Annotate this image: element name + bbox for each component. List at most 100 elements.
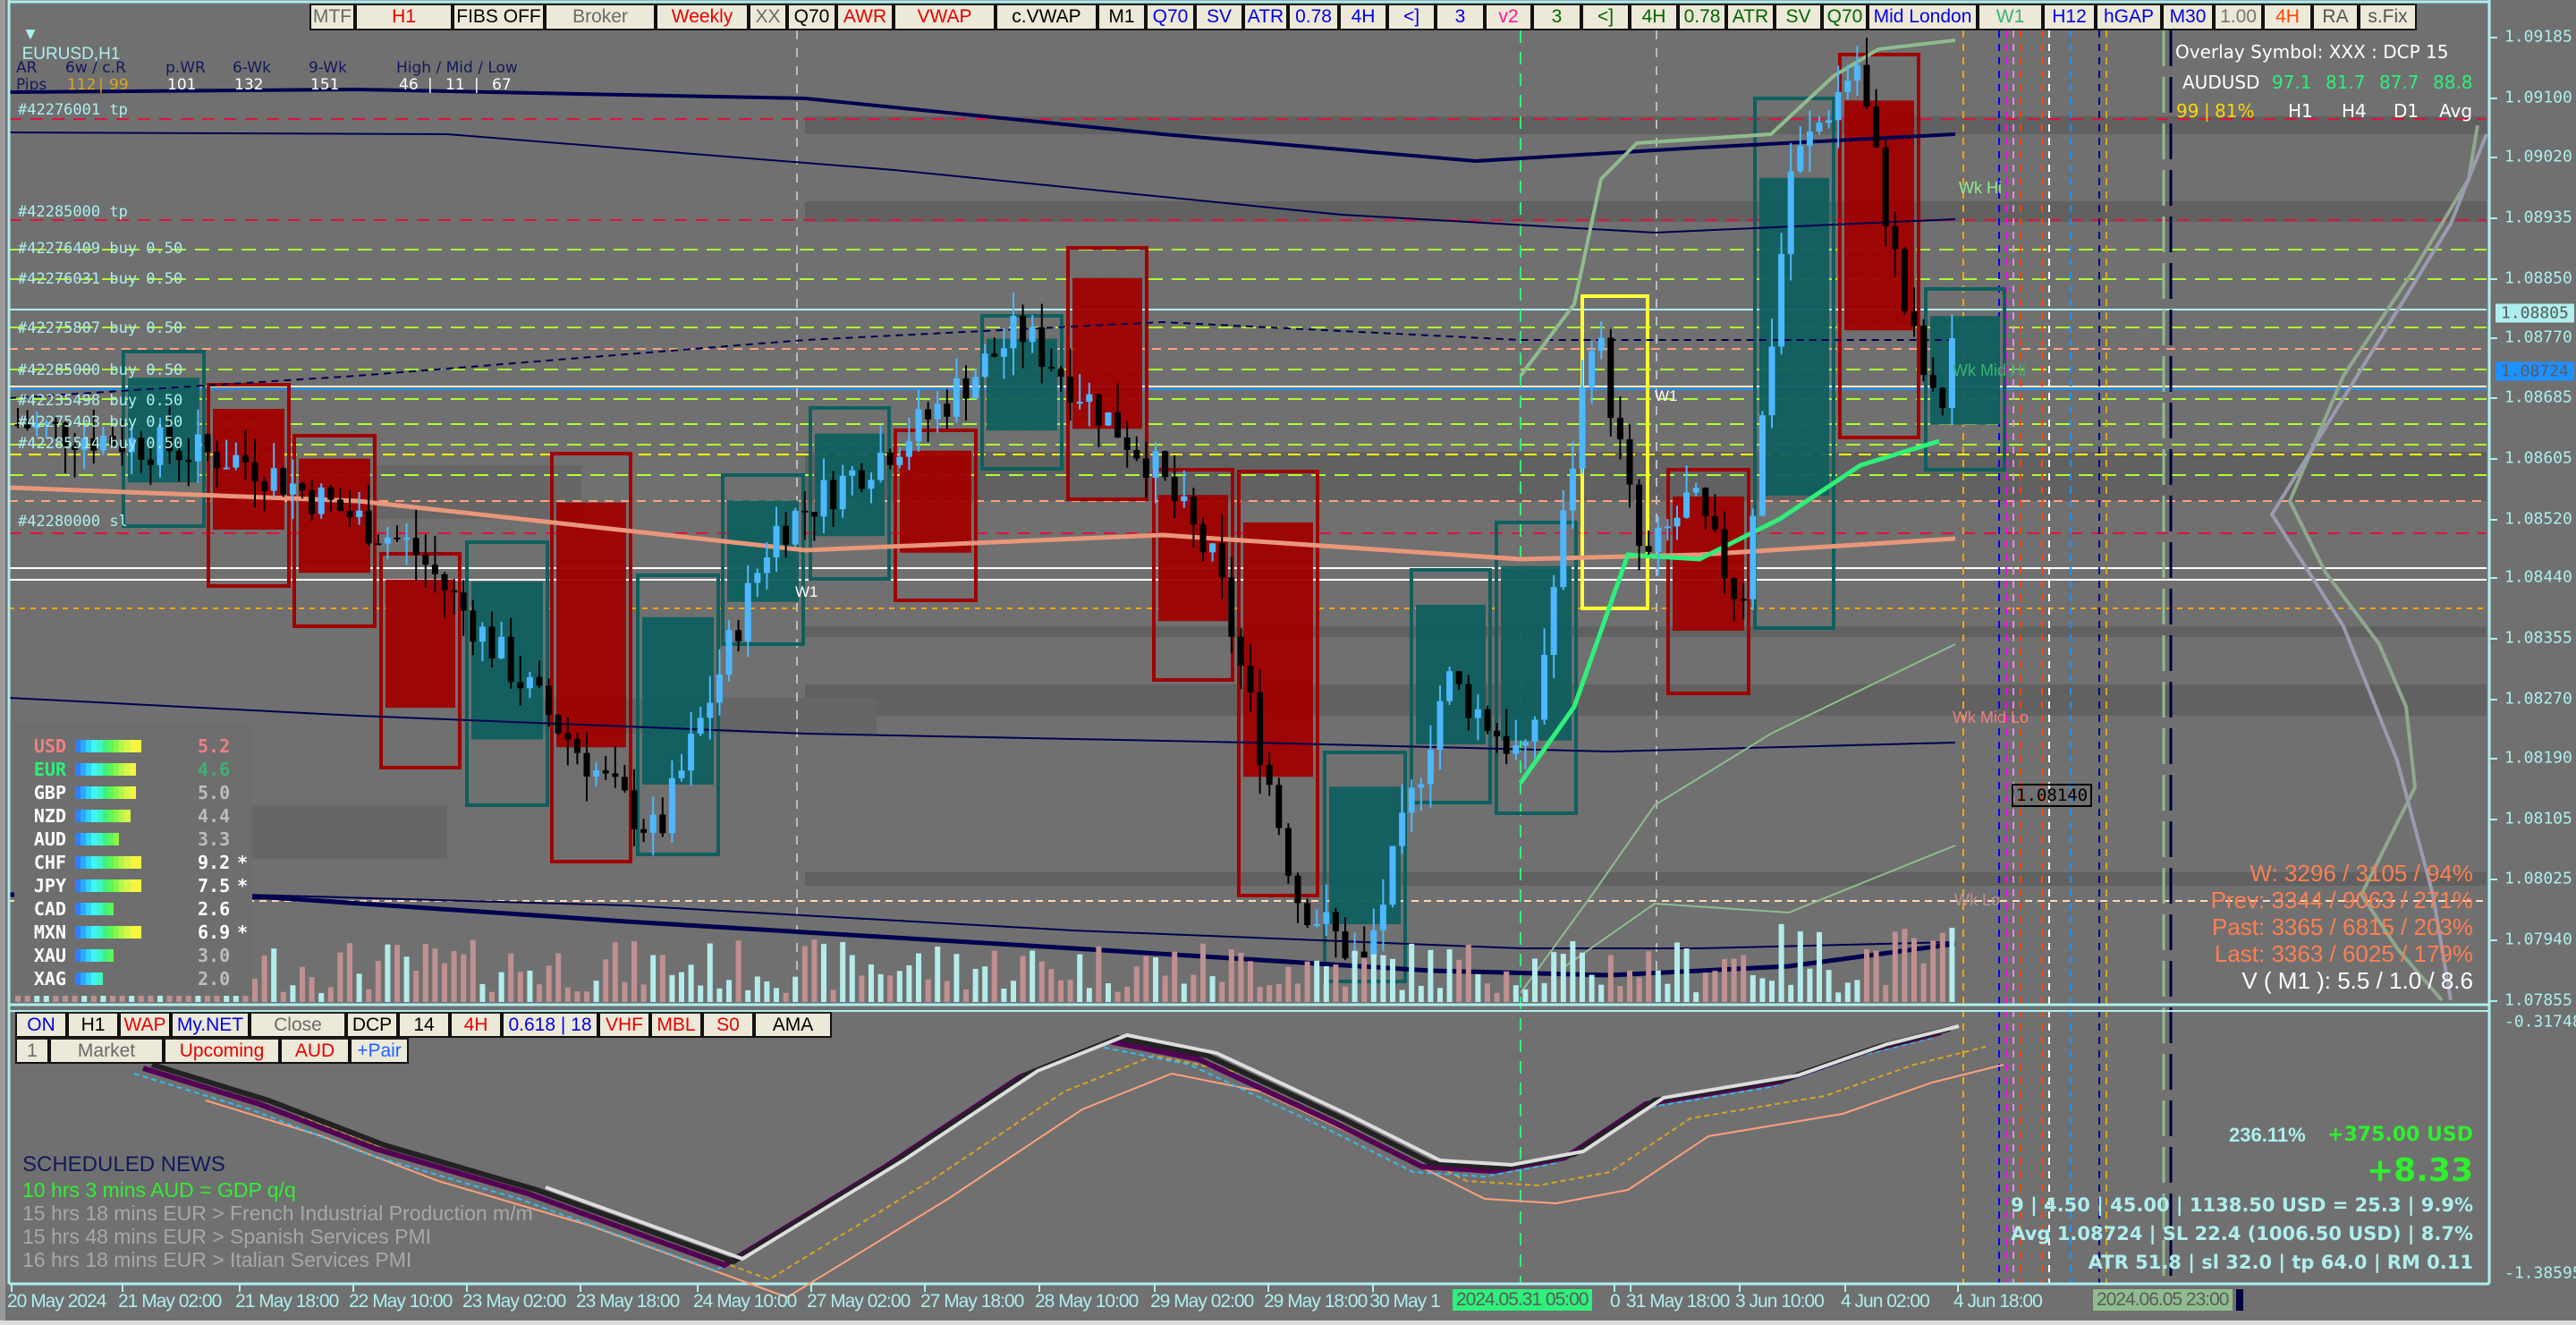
volume-bar — [726, 980, 732, 1002]
order-label[interactable]: #42276409 buy 0.50 — [18, 240, 183, 258]
news-button-aud[interactable]: AUD — [280, 1038, 350, 1064]
indicator-button-on[interactable]: ON — [15, 1012, 67, 1038]
indicator-button-4h[interactable]: 4H — [450, 1012, 502, 1038]
toolbar-button-4h[interactable]: 4H — [2263, 4, 2312, 30]
toolbar-button-broker[interactable]: Broker — [545, 4, 656, 30]
price-marker-label[interactable]: 1.08140 — [2012, 784, 2093, 807]
toolbar-button-c-vwap[interactable]: c.VWAP — [996, 4, 1097, 30]
dropdown-triangle-icon[interactable]: ▼ — [21, 25, 39, 44]
toolbar-button-atr[interactable]: ATR — [1243, 4, 1288, 30]
toolbar-button--[interactable]: <] — [1581, 4, 1630, 30]
volume-bar — [1238, 952, 1244, 1002]
strength-segment — [107, 740, 114, 752]
toolbar-button-sv[interactable]: SV — [1775, 4, 1822, 30]
toolbar-button-fibs-off[interactable]: FIBS OFF — [453, 4, 545, 30]
bullish-candle — [1010, 316, 1017, 349]
strength-segment — [135, 740, 141, 752]
strength-segment — [114, 833, 120, 845]
toolbar-button-w1[interactable]: W1 — [1978, 4, 2043, 30]
bearish-candle — [90, 437, 97, 451]
toolbar-button--[interactable]: <] — [1387, 4, 1436, 30]
toolbar-button-q70[interactable]: Q70 — [1146, 4, 1195, 30]
bearish-candle — [394, 537, 401, 539]
bullish-candle — [498, 636, 505, 658]
indicator-button-dcp[interactable]: DCP — [346, 1012, 398, 1038]
bearish-candle — [925, 409, 932, 420]
bullish-candle — [270, 468, 277, 491]
bullish-candle — [1787, 171, 1794, 254]
toolbar-button-0-78[interactable]: 0.78 — [1678, 4, 1726, 30]
indicator-button-h1[interactable]: H1 — [67, 1012, 119, 1038]
bearish-session-box — [207, 383, 291, 588]
toolbar-button-vwap[interactable]: VWAP — [894, 4, 996, 30]
indicator-button-0-618-18[interactable]: 0.618 | 18 — [502, 1012, 598, 1038]
news-button-market[interactable]: Market — [49, 1038, 164, 1064]
indicator-button-wap[interactable]: WAP — [119, 1012, 171, 1038]
toolbar-button-sv[interactable]: SV — [1195, 4, 1243, 30]
order-label[interactable]: #42280000 sl — [18, 513, 128, 531]
volume-bar — [584, 991, 589, 1002]
toolbar-button-h12[interactable]: H12 — [2043, 4, 2096, 30]
indicator-button-my-net[interactable]: My.NET — [171, 1012, 250, 1038]
order-label[interactable]: #42276001 tp — [18, 101, 128, 119]
order-label[interactable]: #42275403 buy 0.50 — [18, 413, 183, 431]
toolbar-button-4h[interactable]: 4H — [1630, 4, 1678, 30]
price-tick-label: 1.08685 — [2504, 387, 2572, 407]
bearish-candle — [1636, 484, 1643, 547]
order-label[interactable]: #42235498 buy 0.50 — [18, 392, 183, 410]
strength-bar — [75, 763, 141, 776]
toolbar-button-4h[interactable]: 4H — [1339, 4, 1387, 30]
order-label[interactable]: #42285000 buy 0.50 — [18, 361, 183, 379]
indicator-button-close[interactable]: Close — [250, 1012, 346, 1038]
volume-bar — [887, 975, 894, 1002]
bearish-candle — [1057, 369, 1064, 378]
toolbar-button-mid-london[interactable]: Mid London — [1868, 4, 1978, 30]
toolbar-button-m30[interactable]: M30 — [2162, 4, 2214, 30]
toolbar-button-mtf[interactable]: MTF — [309, 4, 355, 30]
volume-bar — [1257, 987, 1263, 1002]
toolbar-button-s-fix[interactable]: s.Fix — [2359, 4, 2417, 30]
strength-segment — [102, 949, 108, 962]
toolbar-button-awr[interactable]: AWR — [836, 4, 894, 30]
order-label[interactable]: #42276031 buy 0.50 — [18, 270, 183, 288]
news-button-1[interactable]: 1 — [15, 1038, 49, 1064]
toolbar-button-v2[interactable]: v2 — [1485, 4, 1532, 30]
symbol-title[interactable]: ▼ EURUSD,H1 — [13, 5, 121, 64]
indicator-button-14[interactable]: 14 — [398, 1012, 450, 1038]
indicator-button-vhf[interactable]: VHF — [598, 1012, 650, 1038]
news-button-upcoming[interactable]: Upcoming — [164, 1038, 280, 1064]
strength-segment — [114, 810, 120, 822]
toolbar-button-ra[interactable]: RA — [2312, 4, 2359, 30]
toolbar-button-0-78[interactable]: 0.78 — [1288, 4, 1339, 30]
ar-mid: 11 — [445, 76, 465, 94]
bullish-candle — [1029, 327, 1036, 343]
order-label[interactable]: #42285000 tp — [18, 203, 128, 221]
indicator-button-ama[interactable]: AMA — [754, 1012, 832, 1038]
strength-segment — [135, 856, 141, 869]
toolbar-button-3[interactable]: 3 — [1436, 4, 1485, 30]
toolbar-button-h1[interactable]: H1 — [355, 4, 453, 30]
strength-segment — [107, 949, 114, 962]
toolbar-button-xx[interactable]: XX — [749, 4, 787, 30]
overlay-symbol: AUDUSD — [2182, 72, 2260, 93]
toolbar-button-weekly[interactable]: Weekly — [656, 4, 749, 30]
toolbar-button-atr[interactable]: ATR — [1726, 4, 1775, 30]
toolbar-button-3[interactable]: 3 — [1532, 4, 1581, 30]
currency-value: 5.0 — [198, 782, 305, 803]
toolbar-button-q70[interactable]: Q70 — [787, 4, 836, 30]
order-label[interactable]: #42285514 buy 0.50 — [18, 435, 183, 453]
bottom-scrollbar[interactable] — [0, 1321, 2576, 1325]
news-button--pair[interactable]: +Pair — [350, 1038, 409, 1064]
volume-bar — [1750, 974, 1756, 1002]
indicator-button-s0[interactable]: S0 — [702, 1012, 754, 1038]
order-label[interactable]: #42275807 buy 0.50 — [18, 319, 183, 337]
indicator-button-mbl[interactable]: MBL — [650, 1012, 702, 1038]
bullish-candle — [403, 538, 411, 540]
toolbar-button-hgap[interactable]: hGAP — [2096, 4, 2162, 30]
ar-separator: | — [428, 76, 433, 94]
volume-bar — [659, 955, 665, 1002]
toolbar-button-1-00[interactable]: 1.00 — [2214, 4, 2263, 30]
toolbar-button-m1[interactable]: M1 — [1097, 4, 1146, 30]
toolbar-button-q70[interactable]: Q70 — [1822, 4, 1868, 30]
